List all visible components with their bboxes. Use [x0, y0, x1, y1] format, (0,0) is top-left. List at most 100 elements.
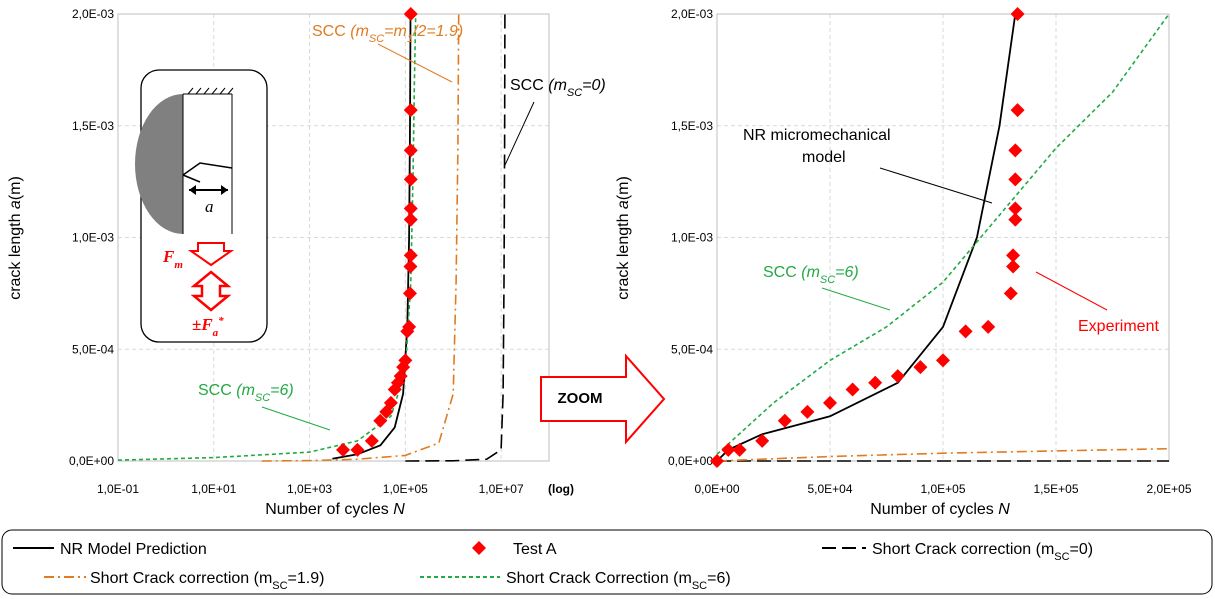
right-test-point [777, 413, 792, 428]
left-series-solid [332, 13, 412, 460]
left-series-dash [405, 13, 506, 462]
left-test-point [350, 442, 365, 457]
right-test-point [890, 369, 905, 384]
left-y-tick-label: 2,0E-03 [72, 7, 114, 21]
right-x-axis-label: Number of cycles N [870, 501, 1010, 518]
right-test-point [732, 442, 747, 457]
annotation-scc-6-left: SCC (mSC=6) [198, 382, 294, 404]
inset-crack-icon [182, 162, 233, 183]
annotation-nr-arrow [879, 167, 993, 204]
left-x-tick-label: 1,0E+03 [287, 482, 332, 496]
legend-box [1, 529, 1213, 595]
left-series-dashdot [261, 13, 460, 462]
right-test-point [710, 454, 724, 468]
zoom-label: ZOOM [558, 390, 603, 407]
zoom-arrow: ZOOM [540, 353, 666, 445]
zoom-arrow-icon [540, 353, 666, 445]
inset-amplitude-force-icon [190, 270, 232, 312]
left-test-point [403, 248, 418, 263]
left-tick-labels: 1,0E-01 1,0E+01 1,0E+03 1,0E+05 1,0E+07 0,0E+… [69, 7, 524, 496]
right-test-point [1006, 259, 1021, 274]
legend-test-label: Test A [513, 541, 557, 558]
right-x-tick-label: 1,5E+05 [1033, 482, 1078, 496]
inset-crack-body-icon [135, 94, 183, 234]
left-y-tick-label: 5,0E-04 [72, 342, 114, 356]
right-x-tick-label: 5,0E+04 [807, 482, 852, 496]
left-test-point [398, 353, 413, 368]
annotation-scc-19: SCC (mSC=m1/2=1.9) [312, 23, 463, 45]
right-test-point [936, 353, 950, 368]
left-test-point [403, 259, 418, 274]
legend-sc19-label: Short Crack correction (mSC=1.9) [90, 570, 324, 592]
right-test-point [1010, 7, 1025, 21]
right-x-tick-label: 2,0E+05 [1146, 482, 1191, 496]
inset-a-label: a [205, 197, 214, 216]
right-test-point [868, 375, 883, 390]
left-test-point [403, 143, 418, 158]
legend-sc0-label: Short Crack correction (mSC=0) [872, 541, 1093, 563]
right-grid [716, 13, 1170, 462]
annotation-experiment-arrow [1035, 271, 1108, 311]
right-y-tick-label: 2,0E-03 [671, 7, 713, 21]
left-y-tick-label: 1,0E-03 [72, 231, 114, 245]
right-x-tick-label: 0,0E+00 [694, 482, 739, 496]
right-test-point [1008, 212, 1023, 227]
right-test-point [958, 324, 973, 339]
left-log-note: (log) [548, 482, 574, 496]
annotation-experiment: Experiment [1078, 318, 1159, 335]
inset-hatch-icon [187, 87, 234, 95]
left-test-point [402, 319, 417, 334]
right-test-point [1008, 201, 1023, 216]
right-x-tick-label: 1,0E+05 [920, 482, 965, 496]
right-y-tick-label: 1,5E-03 [671, 119, 713, 133]
left-series-dot [117, 13, 417, 461]
left-y-tick-label: 0,0E+00 [69, 454, 114, 468]
right-chart: 0,0E+00 5,0E+04 1,0E+05 1,5E+05 2,0E+05 0,0E+… [615, 7, 1192, 518]
left-x-tick-label: 1,0E+07 [479, 482, 524, 496]
left-test-point [364, 433, 379, 448]
right-y-axis-label: crack length a(m) [615, 176, 632, 300]
right-series-dot [716, 13, 1170, 455]
annotation-scc-6-right-arrow [821, 287, 891, 311]
right-test-point [755, 433, 770, 448]
annotation-scc-6-right: SCC (mSC=6) [763, 264, 859, 286]
left-test-point [403, 103, 418, 118]
annotation-scc-0: SCC (mSC=0) [510, 77, 606, 99]
annotation-nr-line1: NR micromechanical [743, 127, 891, 144]
left-test-point [403, 7, 418, 21]
right-test-point [1008, 172, 1023, 187]
right-test-point [1003, 286, 1018, 301]
annotation-scc-6-left-arrow [261, 406, 331, 431]
right-test-point [845, 382, 860, 397]
left-plot-area [117, 13, 550, 462]
legend: NR Model Prediction Test A Short Crack c… [1, 529, 1213, 595]
right-test-point [721, 442, 736, 457]
right-y-tick-label: 0,0E+00 [668, 454, 713, 468]
left-test-point [403, 212, 418, 227]
left-series [117, 7, 506, 462]
left-chart: 1,0E-01 1,0E+01 1,0E+03 1,0E+05 1,0E+07 0,0E+… [7, 7, 606, 518]
legend-nr-label: NR Model Prediction [60, 541, 207, 558]
left-x-tick-label: 1,0E+05 [383, 482, 428, 496]
left-test-point [373, 413, 388, 428]
right-test-point [800, 404, 815, 419]
annotation-scc-19-arrow [377, 43, 453, 83]
inset-mean-force-icon [187, 242, 235, 267]
left-test-point [403, 201, 418, 216]
left-y-axis-label: crack length a(m) [7, 176, 24, 300]
left-x-tick-label: 1,0E+01 [191, 482, 236, 496]
right-test-point [1010, 103, 1025, 118]
annotation-scc-0-arrow [504, 101, 535, 166]
left-test-point [383, 395, 398, 410]
left-x-axis-label: Number of cycles N [265, 501, 405, 518]
annotation-nr-line2: model [802, 149, 846, 166]
right-series-dashdot [716, 447, 1170, 462]
left-test-point [403, 172, 418, 187]
right-test-point [823, 395, 837, 410]
left-x-tick-label: 1,0E-01 [97, 482, 139, 496]
left-y-tick-label: 1,5E-03 [72, 119, 114, 133]
right-series [710, 7, 1170, 468]
right-y-tick-label: 1,0E-03 [671, 231, 713, 245]
left-test-point [336, 442, 351, 457]
